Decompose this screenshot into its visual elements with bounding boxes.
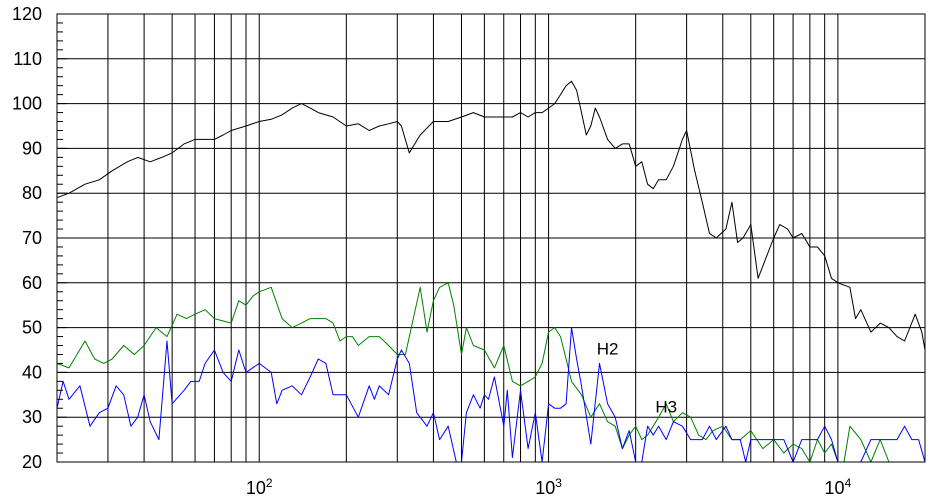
annotations: H2 H3 bbox=[597, 339, 677, 416]
y-tick-label: 30 bbox=[22, 407, 42, 427]
y-tick-label: 40 bbox=[22, 362, 42, 382]
x-tick-label: 102 bbox=[246, 476, 273, 498]
x-tick-label: 104 bbox=[825, 476, 852, 498]
series-line-3 bbox=[56, 327, 926, 463]
grid bbox=[56, 13, 926, 463]
y-tick-label: 20 bbox=[22, 452, 42, 472]
series-lines bbox=[56, 80, 926, 463]
x-axis-ticks: 102 103 104 bbox=[246, 476, 852, 498]
y-tick-label: 70 bbox=[22, 228, 42, 248]
annotation-label: H3 bbox=[655, 398, 677, 417]
series-line-2 bbox=[56, 282, 925, 463]
y-tick-label: 110 bbox=[13, 49, 42, 69]
y-tick-label: 120 bbox=[12, 4, 42, 24]
annotation-label: H2 bbox=[597, 339, 619, 358]
y-axis-ticks: 20 30 40 50 60 70 80 90 100 110 120 bbox=[12, 4, 67, 472]
y-tick-label: 50 bbox=[22, 318, 42, 338]
y-tick-label: 80 bbox=[22, 183, 42, 203]
y-tick-label: 60 bbox=[22, 273, 42, 293]
y-tick-label: 100 bbox=[12, 94, 42, 114]
x-tick-label: 103 bbox=[535, 476, 562, 498]
y-tick-label: 90 bbox=[22, 138, 42, 158]
series-line-1 bbox=[56, 80, 926, 351]
